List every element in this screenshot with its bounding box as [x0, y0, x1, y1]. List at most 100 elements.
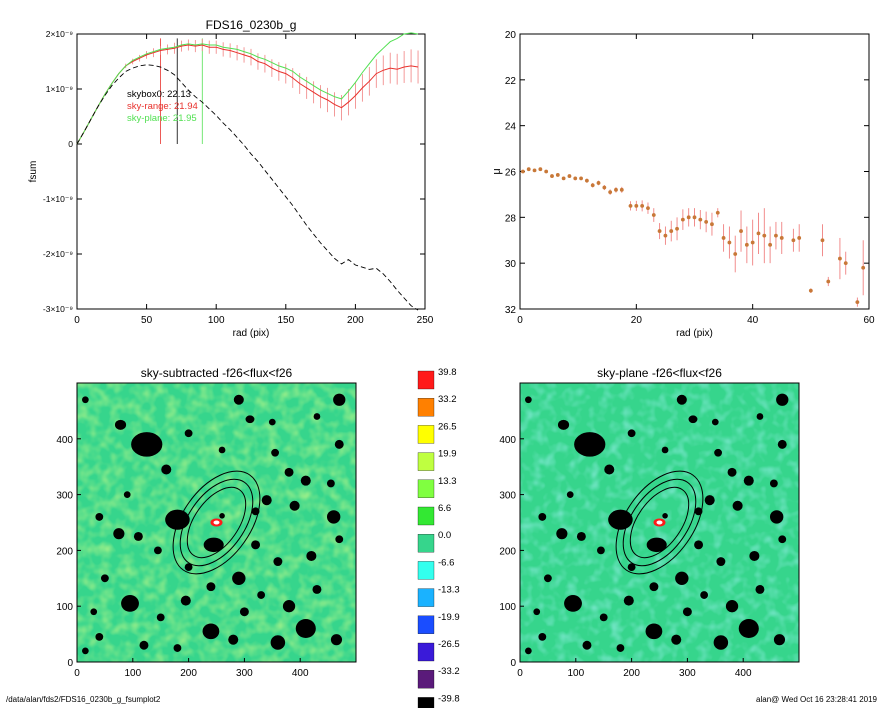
x-tick-label: 100 — [124, 668, 141, 679]
colorbar-label: -19.9 — [438, 612, 460, 623]
y-tick-label: 28 — [505, 213, 517, 224]
colorbar-label: -13.3 — [438, 585, 460, 596]
y-tick-label: 0 — [510, 658, 516, 669]
colorbar-swatch — [417, 670, 435, 689]
colorbar-swatch — [417, 697, 435, 708]
masked-source — [743, 475, 754, 486]
y-tick-label: 300 — [499, 491, 516, 502]
data-point — [651, 213, 656, 217]
masked-source — [627, 563, 636, 572]
x-tick-label: 60 — [863, 315, 875, 326]
central-source-core — [213, 520, 220, 525]
data-point — [561, 176, 566, 181]
masked-source — [133, 531, 143, 541]
masked-source — [769, 510, 784, 524]
masked-source — [525, 396, 532, 404]
masked-source — [776, 393, 789, 406]
masked-source — [576, 531, 586, 541]
x-tick-label: 300 — [236, 668, 253, 679]
series-line-0 — [76, 44, 419, 145]
masked-source — [333, 393, 346, 406]
colorbar-label: -33.2 — [438, 666, 460, 677]
masked-source — [82, 647, 89, 655]
colorbar-label: 6.6 — [438, 503, 451, 514]
y-tick-label: -1×10⁻⁹ — [43, 194, 73, 204]
data-point — [669, 229, 674, 233]
aperture-ellipse — [179, 478, 254, 567]
data-point — [710, 222, 714, 227]
y-tick-label: 0 — [68, 139, 73, 149]
x-tick-label: 200 — [623, 668, 640, 679]
data-point — [555, 173, 560, 177]
masked-source — [711, 418, 719, 426]
masked-source — [566, 491, 574, 498]
masked-source — [100, 574, 109, 583]
masked-source — [271, 448, 279, 457]
masked-source — [268, 418, 276, 426]
masked-source — [334, 439, 344, 449]
colorbar-label: 33.2 — [438, 394, 457, 405]
masked-source — [778, 535, 787, 544]
data-point — [774, 233, 778, 238]
masked-source — [139, 640, 149, 650]
masked-source — [161, 464, 172, 475]
user-date-label: alan@ Wed Oct 16 23:28:41 2019 — [756, 695, 877, 704]
data-point — [698, 217, 703, 222]
y-tick-label: -3×10⁻⁹ — [43, 304, 73, 314]
data-point — [628, 203, 633, 208]
y-axis-label: μ — [491, 168, 503, 174]
masked-source — [538, 632, 547, 641]
masked-source — [218, 446, 226, 454]
data-point — [602, 185, 607, 190]
data-point — [855, 300, 860, 305]
masked-source — [273, 557, 283, 567]
masked-source — [543, 574, 552, 583]
left-map-title: sky-subtracted -f26<flux<f26 — [141, 366, 293, 380]
colorbar-label: 0.0 — [438, 530, 451, 541]
masked-source — [232, 571, 246, 585]
colorbar-label: -26.5 — [438, 639, 460, 650]
masked-source — [755, 584, 765, 594]
y-tick-label: 0 — [67, 658, 73, 669]
data-point — [721, 236, 726, 240]
masked-source — [282, 600, 296, 613]
x-tick-label: 400 — [735, 668, 752, 679]
colorbar-swatch — [417, 534, 435, 553]
masked-source — [123, 491, 131, 498]
aperture-ellipse — [172, 470, 261, 575]
masked-source — [289, 500, 300, 511]
masked-source — [206, 582, 216, 592]
masked-source — [713, 635, 729, 650]
y-tick-label: 100 — [56, 602, 73, 613]
masked-source — [582, 640, 592, 650]
data-point — [704, 220, 709, 224]
right-map-title: sky-plane -f26<flux<f26 — [597, 366, 722, 380]
series-line-1 — [76, 32, 419, 145]
aperture-ellipse — [629, 486, 690, 559]
masked-source — [557, 419, 570, 430]
masked-source — [261, 495, 272, 506]
data-point — [663, 233, 668, 238]
masked-source — [326, 510, 341, 524]
aperture-ellipse — [186, 486, 247, 559]
data-point — [686, 215, 691, 220]
data-point — [675, 226, 679, 231]
data-point — [538, 167, 543, 172]
masked-source — [330, 634, 343, 646]
x-tick-label: 0 — [517, 668, 523, 679]
x-axis-label: rad (pix) — [233, 328, 270, 339]
colorbar-label: -39.8 — [438, 693, 460, 704]
data-point — [614, 187, 618, 192]
y-tick-label: -2×10⁻⁹ — [43, 249, 73, 259]
masked-source — [257, 591, 266, 599]
masked-source — [90, 608, 98, 616]
x-tick-label: 200 — [180, 668, 197, 679]
masked-source — [675, 571, 689, 585]
masked-source — [661, 446, 669, 454]
data-point — [861, 265, 866, 270]
masked-source — [312, 584, 322, 594]
data-point — [756, 231, 761, 236]
masked-source — [604, 464, 615, 475]
masked-source — [203, 537, 224, 553]
y-axis-label: fsum — [28, 161, 39, 183]
